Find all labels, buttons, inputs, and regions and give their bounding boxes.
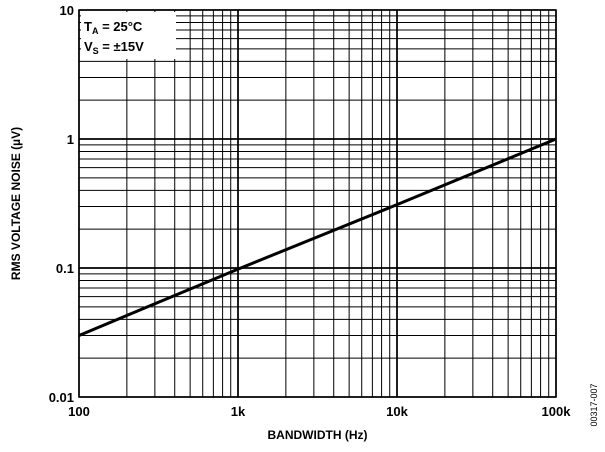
series-layer: [78, 137, 557, 337]
plot-frame: [78, 9, 557, 398]
y-tick-label: 1: [67, 132, 74, 147]
conditions-annotation: TA = 25°C VS = ±15V: [81, 12, 176, 59]
x-tick-label: 10k: [386, 404, 408, 419]
x-tick-label: 100k: [542, 404, 572, 419]
y-axis-label: RMS VOLTAGE NOISE (µV): [9, 127, 23, 280]
figure-id: 00317-007: [589, 383, 599, 426]
temperature-condition: TA = 25°C: [84, 19, 143, 36]
noise-curve: [78, 137, 557, 337]
grid: [78, 9, 557, 398]
y-tick-label: 0.01: [49, 390, 74, 405]
x-tick-label: 1k: [231, 404, 246, 419]
y-tick-label: 0.1: [56, 261, 74, 276]
supply-condition: VS = ±15V: [84, 39, 144, 56]
y-tick-label: 10: [60, 3, 74, 18]
x-axis-label: BANDWIDTH (Hz): [268, 428, 368, 442]
x-tick-label: 100: [68, 404, 90, 419]
tick-labels: 100 1k 10k 100k 0.01 0.1 1 10: [49, 3, 572, 419]
